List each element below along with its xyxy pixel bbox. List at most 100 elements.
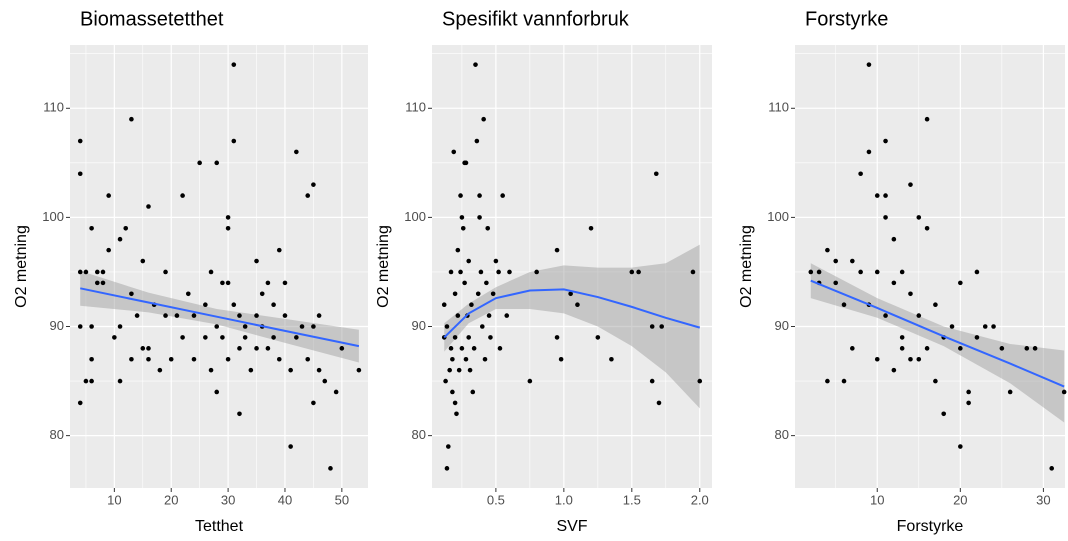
point [649, 324, 655, 329]
point [891, 367, 897, 373]
point [493, 258, 499, 264]
point [1007, 389, 1013, 395]
point [454, 411, 459, 417]
point [554, 335, 560, 340]
point [254, 313, 259, 318]
y-axis-label: O2 metning [13, 225, 30, 308]
point [294, 335, 299, 340]
x-tick-label: 0.5 [487, 492, 505, 507]
point [916, 356, 922, 362]
confidence-band [810, 263, 1065, 423]
point [203, 335, 208, 340]
point [129, 291, 134, 297]
point [966, 400, 971, 406]
point [89, 356, 94, 362]
point [123, 226, 129, 231]
point [883, 215, 888, 220]
point [214, 160, 220, 166]
y-tick-label: 110 [768, 100, 789, 115]
point [527, 378, 533, 384]
x-tick-label: 10 [107, 492, 121, 507]
point [288, 367, 293, 373]
point [656, 400, 662, 406]
point [477, 193, 482, 198]
point [282, 313, 288, 318]
point [833, 258, 839, 264]
x-axis-label: Forstyrke [897, 518, 964, 535]
point [254, 258, 259, 264]
point [225, 215, 231, 220]
point [299, 324, 305, 329]
x-tick-label: 20 [164, 492, 178, 507]
y-tick-label: 80 [50, 427, 64, 442]
point [231, 302, 237, 307]
point [1024, 346, 1030, 351]
point [146, 356, 151, 362]
point [908, 356, 913, 362]
point [311, 400, 316, 406]
point [966, 389, 971, 395]
point [916, 313, 922, 318]
point [134, 313, 140, 318]
x-tick-label: 10 [870, 492, 884, 507]
point [455, 313, 461, 318]
point [588, 226, 594, 231]
point [463, 160, 469, 166]
point [237, 411, 242, 417]
point [991, 324, 996, 329]
point [254, 346, 259, 351]
chart-title: Forstyrke [805, 8, 888, 30]
point [305, 356, 311, 362]
point [265, 346, 271, 351]
point [356, 367, 362, 373]
point [808, 269, 814, 275]
point [908, 182, 913, 187]
point [94, 280, 100, 286]
point [933, 378, 938, 384]
y-tick-label: 90 [412, 318, 426, 333]
point [100, 269, 106, 275]
y-tick-label: 110 [43, 100, 64, 115]
point [339, 346, 345, 351]
point [191, 313, 197, 318]
point [866, 149, 872, 155]
point [636, 269, 641, 275]
y-tick-label: 110 [405, 100, 426, 115]
point [452, 291, 458, 297]
point [106, 247, 111, 253]
point [486, 313, 492, 318]
point [248, 367, 254, 373]
point [444, 466, 450, 471]
point [305, 193, 311, 198]
point [958, 280, 963, 286]
point [891, 280, 897, 286]
point [891, 236, 897, 242]
point [89, 378, 94, 384]
point [825, 247, 830, 253]
point [534, 269, 539, 275]
point [924, 226, 930, 231]
point [77, 138, 83, 144]
point [490, 291, 496, 297]
point [507, 269, 512, 275]
point [444, 324, 450, 329]
point [850, 346, 855, 351]
point [974, 335, 980, 340]
point [208, 367, 214, 373]
point [477, 215, 482, 220]
y-axis-label: O2 metning [738, 225, 755, 308]
x-tick-label: 30 [1036, 492, 1050, 507]
y-tick-label: 80 [775, 427, 789, 442]
point [100, 280, 106, 286]
point [460, 226, 466, 231]
point [441, 302, 447, 307]
point [841, 378, 847, 384]
point [479, 324, 485, 329]
point [451, 149, 457, 155]
point [443, 378, 448, 384]
point [609, 356, 614, 362]
point [77, 171, 83, 177]
point [469, 302, 474, 307]
point [874, 193, 880, 198]
point [77, 269, 83, 275]
